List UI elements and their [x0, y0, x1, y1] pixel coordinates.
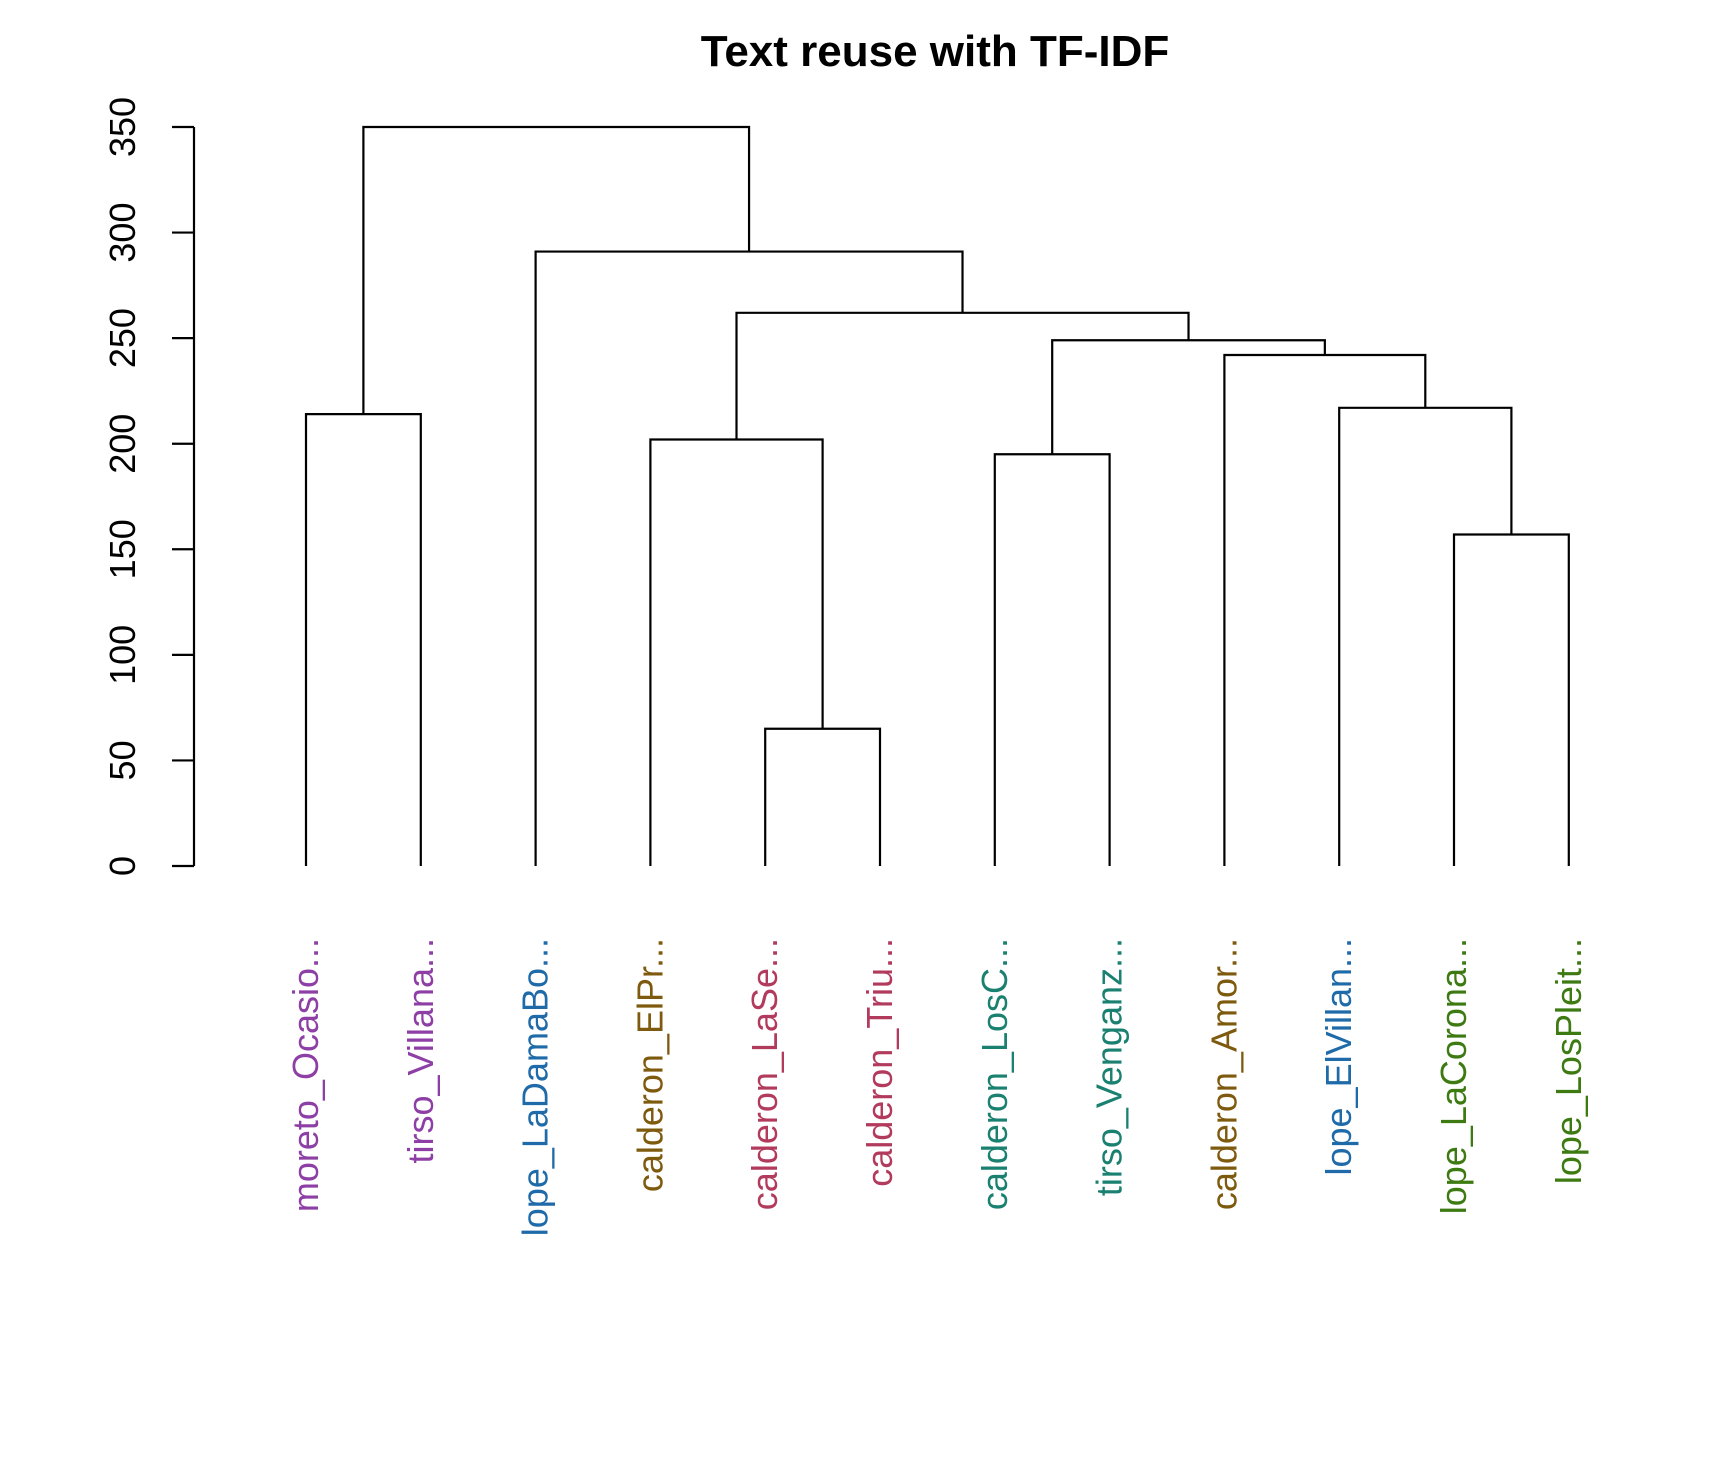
dendrogram-branch: [735, 311, 1190, 440]
dendrogram-branch: [304, 413, 422, 866]
dendrogram-branch: [534, 250, 964, 866]
y-tick-label: 100: [102, 625, 143, 685]
y-axis: 0 50 100 150 200 250 300 350: [102, 97, 196, 876]
leaf-label: calderon_LosC...: [974, 938, 1015, 1210]
leaf-label: lope_LaCorona...: [1433, 938, 1474, 1214]
dendrogram-branch: [649, 438, 824, 866]
leaf-label: calderon_Amor...: [1203, 938, 1244, 1210]
dendrogram-branch: [1338, 406, 1513, 866]
leaf-label: calderon_ElPr...: [629, 938, 670, 1192]
y-tick-label: 250: [102, 308, 143, 368]
chart-title: Text reuse with TF-IDF: [701, 27, 1170, 76]
leaf-label: calderon_LaSe...: [744, 938, 785, 1210]
leaf-label: lope_ElVillan...: [1318, 938, 1359, 1176]
leaf-label: calderon_Triu...: [859, 938, 900, 1187]
leaf-labels: moreto_Ocasio... tirso_Villana... lope_LaD…: [285, 938, 1589, 1236]
dendrogram-branch: [362, 125, 751, 415]
y-tick-label: 50: [102, 740, 143, 780]
dendrogram-branch: [993, 453, 1111, 866]
dendrogram-branch: [1223, 353, 1427, 866]
y-tick-label: 350: [102, 97, 143, 157]
leaf-label: tirso_Venganz...: [1089, 938, 1130, 1196]
leaf-label: lope_LaDamaBo...: [515, 938, 556, 1236]
leaf-label: tirso_Villana...: [400, 938, 441, 1163]
y-tick-label: 150: [102, 519, 143, 579]
leaf-label: lope_LosPleit...: [1548, 938, 1589, 1184]
y-tick-label: 0: [102, 856, 143, 876]
dendrogram-branch: [764, 727, 882, 866]
y-tick-label: 300: [102, 203, 143, 263]
dendrogram-branch: [1452, 533, 1570, 866]
y-tick-label: 200: [102, 414, 143, 474]
leaf-label: moreto_Ocasio...: [285, 938, 326, 1212]
dendrogram-branches: [304, 125, 1570, 866]
dendrogram-branch: [1051, 339, 1326, 455]
